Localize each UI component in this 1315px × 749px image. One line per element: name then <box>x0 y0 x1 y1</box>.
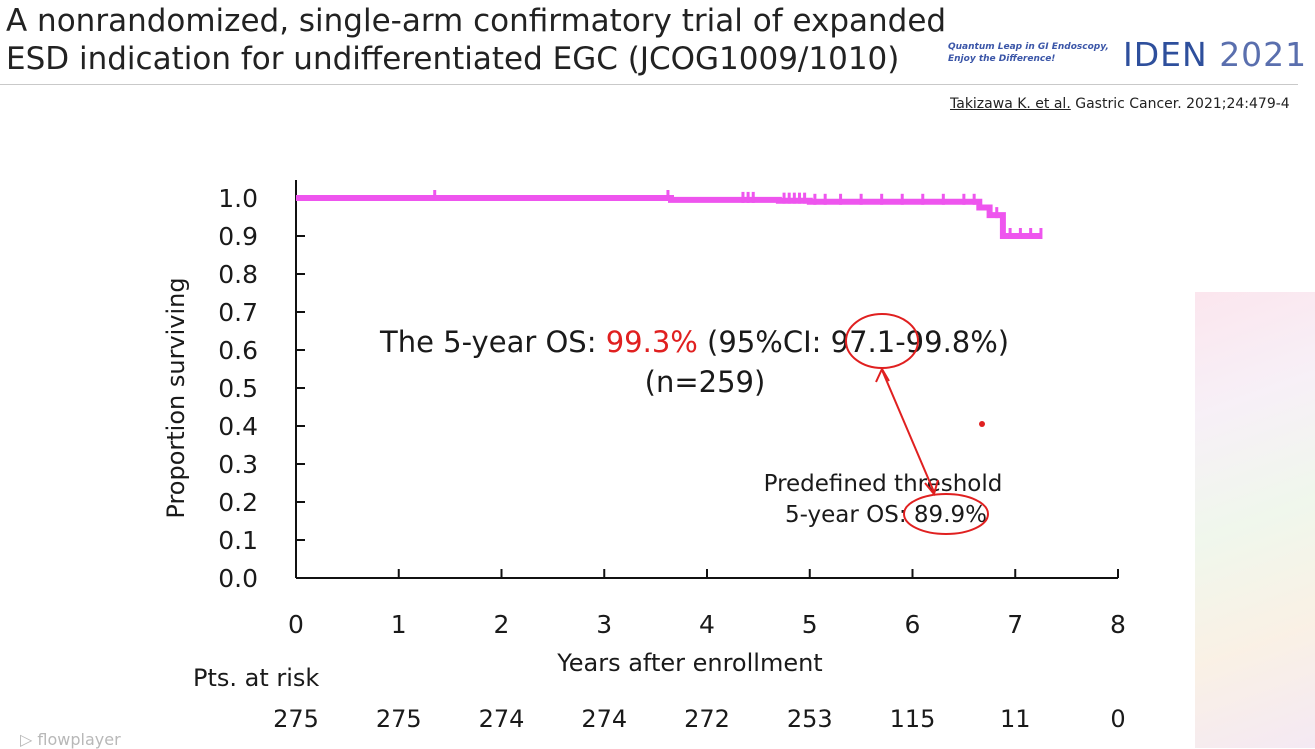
watermark-text: flowplayer <box>37 730 121 749</box>
arrowhead-up <box>875 366 890 383</box>
y-tick-label: 0.8 <box>218 260 258 289</box>
threshold-prefix: 5-year OS: <box>785 502 914 528</box>
risk-table-label: Pts. at risk <box>193 664 319 692</box>
x-tick-label: 2 <box>494 610 510 639</box>
slide-title-line-1: A nonrandomized, single-arm confirmatory… <box>6 3 947 39</box>
risk-table-value: 115 <box>890 705 936 733</box>
conference-logo: Quantum Leap in GI Endoscopy, Enjoy the … <box>948 36 1308 76</box>
ci-prefix: (95%CI: <box>698 325 831 359</box>
x-tick-label: 6 <box>905 610 921 639</box>
logo-tagline: Quantum Leap in GI Endoscopy, Enjoy the … <box>948 41 1109 65</box>
risk-table-value: 275 <box>376 705 422 733</box>
logo-wordmark: IDEN 2021 <box>1123 36 1307 74</box>
y-tick-label: 0.9 <box>218 222 258 251</box>
logo-text: IDEN <box>1123 35 1208 74</box>
x-tick-label: 4 <box>699 610 715 639</box>
pointer-dot <box>979 421 985 427</box>
citation: Takizawa K. et al. Gastric Cancer. 2021;… <box>950 96 1315 112</box>
threshold-annotation: 5-year OS: 89.9% <box>785 502 987 528</box>
survival-curve <box>296 195 1041 239</box>
y-tick-label: 0.7 <box>218 298 258 327</box>
logo-tagline-line-1: Quantum Leap in GI Endoscopy, <box>948 42 1109 52</box>
x-tick-label: 1 <box>391 610 407 639</box>
y-tick-label: 0.6 <box>218 336 258 365</box>
logo-year: 2021 <box>1219 35 1308 74</box>
risk-table-value: 274 <box>479 705 525 733</box>
y-tick-label: 1.0 <box>218 184 258 213</box>
y-tick-label: 0.1 <box>218 526 258 555</box>
risk-table-value: 253 <box>787 705 833 733</box>
x-tick-label: 3 <box>596 610 612 639</box>
slide-title: A nonrandomized, single-arm confirmatory… <box>6 2 946 78</box>
y-axis-label: Proportion surviving <box>162 277 190 518</box>
y-tick-label: 0.2 <box>218 488 258 517</box>
x-axis-label: Years after enrollment <box>556 649 822 677</box>
n-annotation: (n=259) <box>645 365 766 399</box>
y-tick-label: 0.5 <box>218 374 258 403</box>
citation-author: Takizawa K. et al. <box>950 96 1071 112</box>
logo-tagline-line-2: Enjoy the Difference! <box>948 54 1056 64</box>
decorative-background-panel <box>1195 292 1315 748</box>
threshold-label: Predefined threshold <box>764 471 1003 497</box>
y-tick-label: 0.0 <box>218 564 258 593</box>
slide-title-line-2: ESD indication for undifferentiated EGC … <box>6 41 900 77</box>
x-tick-label: 5 <box>802 610 818 639</box>
x-tick-label: 8 <box>1110 610 1126 639</box>
ci-lower-bound: 97.1 <box>831 325 896 359</box>
y-tick-label: 0.4 <box>218 412 258 441</box>
x-tick-label: 7 <box>1007 610 1023 639</box>
play-icon: ▷ <box>20 730 33 749</box>
os-annotation-prefix: The 5-year OS: <box>379 325 606 359</box>
risk-table-value: 274 <box>581 705 627 733</box>
y-tick-label: 0.3 <box>218 450 258 479</box>
arrowhead-down <box>924 479 939 497</box>
risk-table-value: 272 <box>684 705 730 733</box>
x-tick-label: 0 <box>288 610 304 639</box>
threshold-value: 89.9% <box>914 502 987 528</box>
video-player-watermark: ▷ flowplayer <box>20 730 121 749</box>
risk-table-value: 11 <box>1000 705 1031 733</box>
os-value: 99.3% <box>606 325 698 359</box>
risk-table-value: 275 <box>273 705 319 733</box>
ci-rest: -99.8%) <box>895 325 1009 359</box>
connector-line <box>881 369 935 493</box>
threshold-highlight-circle <box>903 493 989 535</box>
title-divider <box>0 84 1298 85</box>
citation-source: Gastric Cancer. 2021;24:479-4 <box>1070 96 1290 112</box>
risk-table-value: 0 <box>1110 705 1125 733</box>
